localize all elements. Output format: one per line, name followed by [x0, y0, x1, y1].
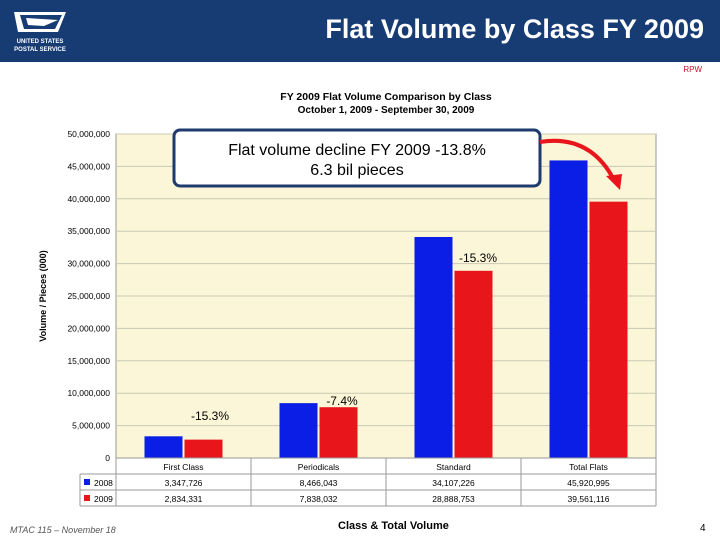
data-label: 34,107,226: [432, 478, 475, 488]
bar-2009-first-class: [184, 439, 223, 458]
legend-entry-2009: 2009: [94, 494, 113, 504]
category-label: Standard: [436, 462, 471, 472]
callout-box: Flat volume decline FY 2009 -13.8% 6.3 b…: [172, 128, 542, 188]
category-label: First Class: [163, 462, 203, 472]
callout-line-2: 6.3 bil pieces: [310, 162, 403, 179]
legend-swatch-2009: [84, 495, 90, 501]
callout-line-1: Flat volume decline FY 2009 -13.8%: [228, 142, 486, 159]
y-tick-label: 50,000,000: [67, 129, 110, 139]
y-axis-ticks: 0 5,000,000 10,000,000 15,000,000 20,000,000…: [67, 129, 110, 463]
y-tick-label: 25,000,000: [67, 291, 110, 301]
bar-2008-standard: [414, 236, 453, 458]
x-axis-label: Class & Total Volume: [338, 520, 449, 532]
page-title: Flat Volume by Class FY 2009: [325, 14, 704, 44]
bar-2008-first-class: [144, 436, 183, 458]
arrow-head-icon: [606, 174, 622, 190]
y-tick-label: 35,000,000: [67, 226, 110, 236]
chart: 0 5,000,000 10,000,000 15,000,000 20,000,000…: [38, 91, 657, 507]
bar-2009-periodicals: [319, 407, 358, 458]
logo-line-1: UNITED STATES: [17, 39, 64, 45]
usps-eagle-logo-icon: UNITED STATES POSTAL SERVICE: [14, 12, 66, 53]
bar-2009-standard: [454, 270, 493, 458]
bar-2009-total-flats: [589, 201, 628, 458]
callout-arrow-icon: [539, 138, 616, 181]
category-label: Periodicals: [298, 462, 340, 472]
bar-2008-total-flats: [549, 160, 588, 458]
legend-entry-2008: 2008: [94, 478, 113, 488]
data-label: 8,466,043: [300, 478, 338, 488]
category-label: Total Flats: [569, 462, 608, 472]
y-tick-label: 10,000,000: [67, 388, 110, 398]
y-axis-label: Volume / Pieces (000): [38, 250, 48, 341]
legend-swatch-2008: [84, 479, 90, 485]
rpw-tag: RPW: [683, 65, 702, 74]
footer-meeting-label: MTAC 115 – November 18: [10, 525, 116, 535]
chart-title: FY 2009 Flat Volume Comparison by Class: [280, 91, 492, 103]
chart-subtitle: October 1, 2009 - September 30, 2009: [298, 105, 475, 116]
header-bar: UNITED STATES POSTAL SERVICE Flat Volume…: [0, 0, 720, 62]
y-tick-label: 20,000,000: [67, 323, 110, 333]
page-number: 4: [700, 523, 706, 534]
y-tick-label: 30,000,000: [67, 259, 110, 269]
bar-2008-periodicals: [279, 403, 318, 458]
annotation-periodicals: -7.4%: [326, 394, 358, 408]
data-table: First Class Periodicals Standard Total Flat…: [79, 457, 657, 507]
y-tick-label: 5,000,000: [72, 421, 110, 431]
data-label: 28,888,753: [432, 494, 475, 504]
annotation-first-class: -15.3%: [191, 409, 229, 423]
data-label: 45,920,995: [567, 478, 610, 488]
annotation-standard: -15.3%: [459, 251, 497, 265]
bars: [144, 160, 628, 458]
data-label: 7,838,032: [300, 494, 338, 504]
y-tick-label: 40,000,000: [67, 194, 110, 204]
y-tick-label: 45,000,000: [67, 161, 110, 171]
data-label: 39,561,116: [568, 494, 610, 504]
y-tick-label: 15,000,000: [67, 356, 110, 366]
logo-line-2: POSTAL SERVICE: [14, 47, 66, 53]
data-label: 2,834,331: [165, 494, 203, 504]
data-label: 3,347,726: [165, 478, 203, 488]
y-tick-label: 0: [105, 453, 110, 463]
